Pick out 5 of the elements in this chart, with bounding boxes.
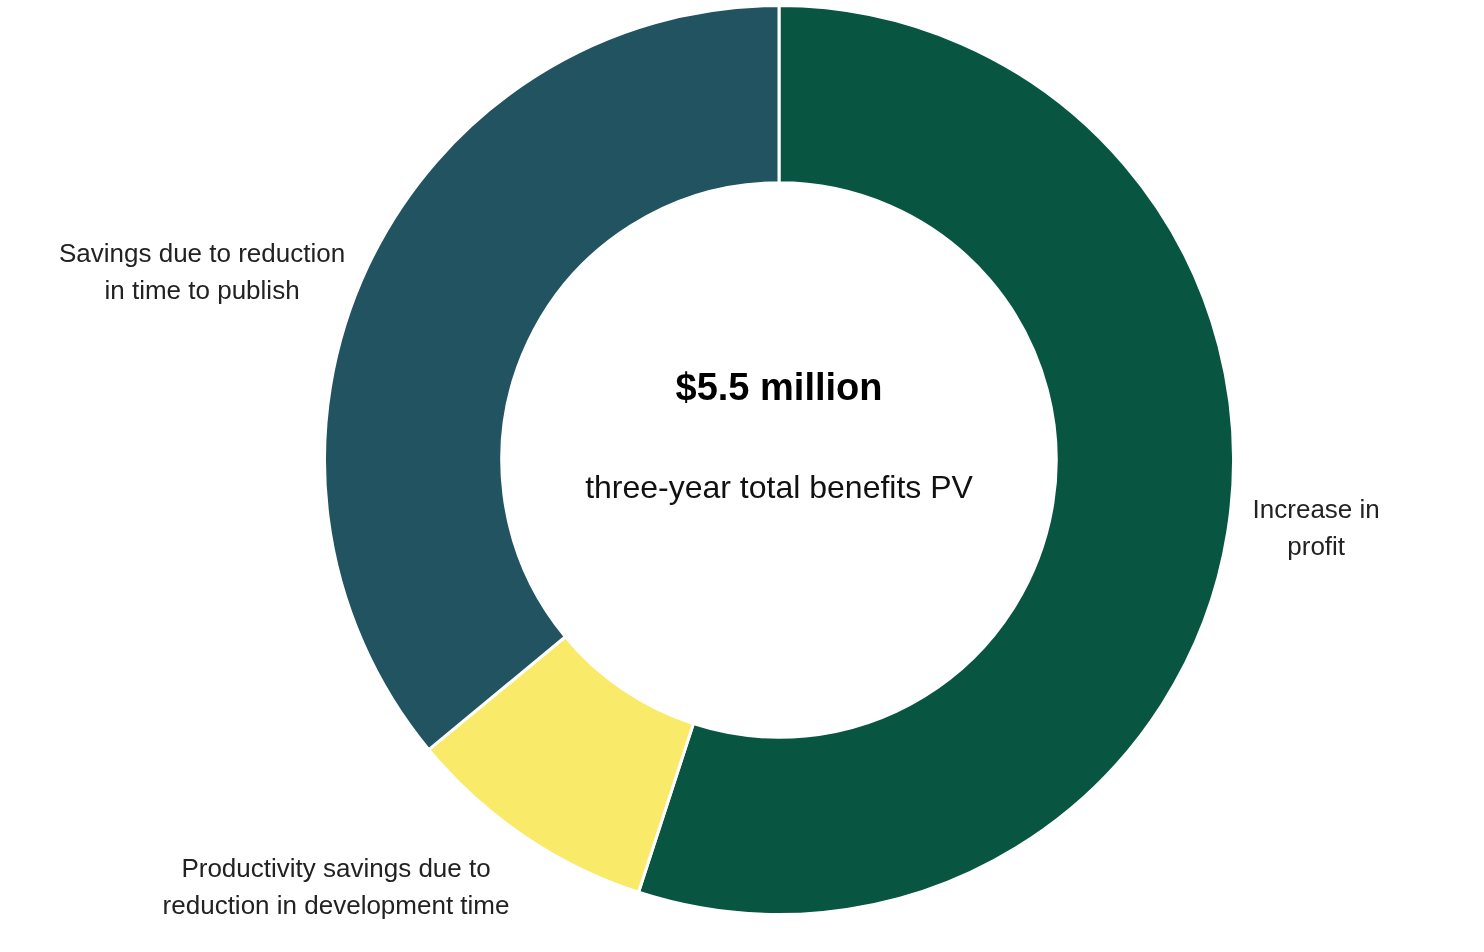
slice-label: Savings due to reduction in time to publish [58, 238, 346, 306]
slice-label: Increase in profit [1252, 494, 1380, 562]
text: $5.5 million [675, 366, 883, 409]
text: three-year total benefits PV [585, 468, 974, 505]
slice-label: Productivity savings due to reduction in development time [162, 852, 510, 920]
